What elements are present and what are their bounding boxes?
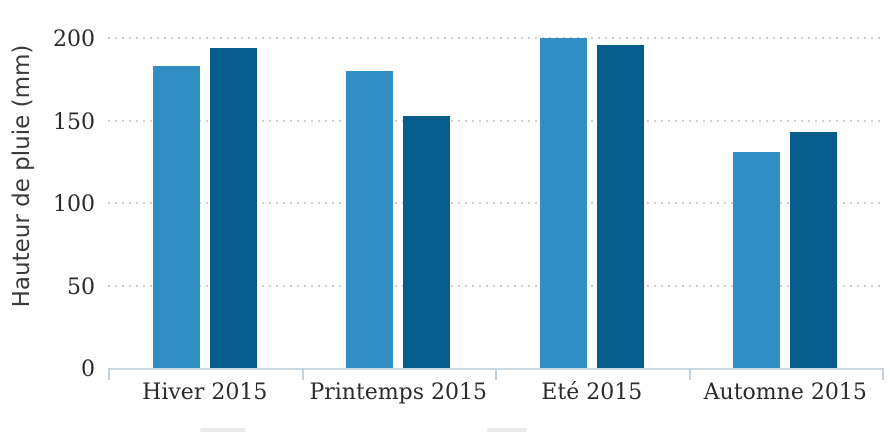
- x-axis-tick: [882, 368, 884, 380]
- bar-series2-1: [209, 47, 257, 368]
- x-axis-tick: [495, 368, 497, 380]
- x-category-label-3: Eté 2015: [541, 380, 643, 405]
- y-tick-label-200: 200: [53, 27, 95, 52]
- y-tick-label-100: 100: [53, 192, 95, 217]
- x-axis-tick: [688, 368, 691, 380]
- gridline-100: [108, 202, 882, 204]
- y-tick-label-0: 0: [81, 357, 95, 382]
- x-category-label-1: Hiver 2015: [142, 380, 268, 405]
- bar-series2-3: [596, 44, 644, 368]
- legend-remnant-left: [200, 428, 246, 432]
- legend-remnant-right: [487, 428, 527, 432]
- x-category-label-2: Printemps 2015: [309, 380, 488, 405]
- gridline-150: [108, 119, 882, 122]
- bar-series2-4: [790, 132, 838, 368]
- bar-series1-2: [346, 71, 394, 368]
- x-axis-tick: [108, 368, 110, 380]
- bar-series1-3: [539, 38, 587, 368]
- gridline-200: [108, 37, 882, 39]
- bar-series1-4: [733, 151, 781, 368]
- x-axis-tick: [301, 368, 304, 380]
- y-tick-label-50: 50: [67, 274, 95, 300]
- x-category-label-4: Automne 2015: [703, 380, 867, 405]
- bar-series1-1: [152, 66, 200, 368]
- gridline-50: [108, 284, 882, 287]
- bar-series2-2: [403, 115, 451, 368]
- y-tick-label-150: 150: [53, 109, 95, 135]
